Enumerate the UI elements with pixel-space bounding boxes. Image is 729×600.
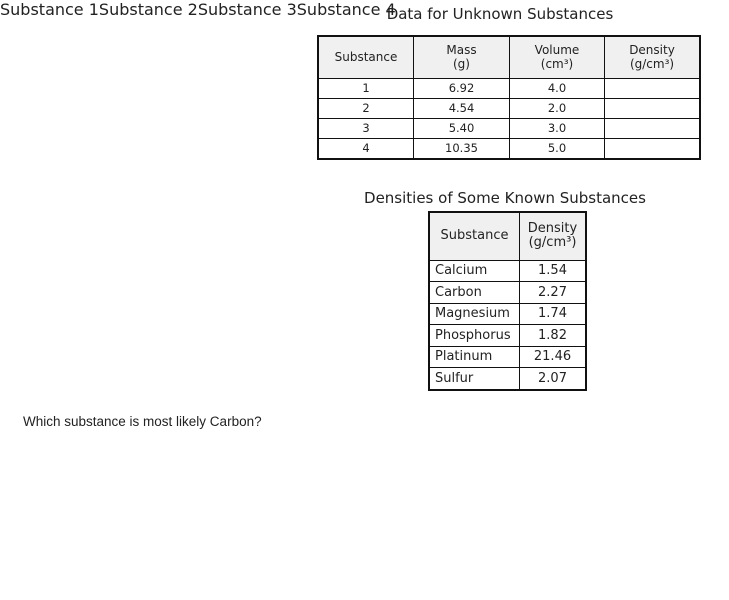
header-text: (g/cm³) xyxy=(629,57,675,72)
header-cell: Density (g/cm³) xyxy=(604,35,701,79)
cell: 10.35 xyxy=(413,137,510,159)
cell: 2.0 xyxy=(509,97,605,119)
row: 1 6.92 4.0 xyxy=(317,77,701,99)
option-label: Substance 2 xyxy=(98,0,198,19)
row: 4 10.35 5.0 xyxy=(317,137,701,159)
row: Carbon 2.27 xyxy=(428,281,587,304)
header-text: (cm³) xyxy=(540,57,574,72)
cell: Magnesium xyxy=(428,302,520,325)
row: Phosphorus 1.82 xyxy=(428,324,587,347)
cell: 1.82 xyxy=(519,324,587,347)
radio-option[interactable]: Substance 2 xyxy=(99,0,198,19)
header-cell: Density (g/cm³) xyxy=(519,211,587,261)
cell: 3 xyxy=(317,117,414,139)
header-text: Density xyxy=(629,43,675,58)
cell: 6.92 xyxy=(413,77,510,99)
radio-option[interactable]: Substance 3 xyxy=(198,0,297,19)
header-cell: Volume (cm³) xyxy=(509,35,605,79)
question-prompt: Which substance is most likely Carbon? xyxy=(23,414,262,429)
header-cell: Substance xyxy=(317,35,414,79)
cell: 2.27 xyxy=(519,281,587,304)
cell: 4.0 xyxy=(509,77,605,99)
header-text: (g/cm³) xyxy=(528,235,577,251)
header-row: Substance Mass (g) Volume (cm³) Density (g/cm³… xyxy=(317,35,701,79)
cell: Phosphorus xyxy=(428,324,520,347)
cell: 21.46 xyxy=(519,345,587,368)
cell xyxy=(604,117,701,139)
unknown-table: Substance Mass (g) Volume (cm³) Density (g/cm³… xyxy=(317,35,701,160)
cell: 2 xyxy=(317,97,414,119)
row: Platinum 21.46 xyxy=(428,345,587,368)
row: Sulfur 2.07 xyxy=(428,367,587,390)
row: 3 5.40 3.0 xyxy=(317,117,701,139)
header-text: (g) xyxy=(453,57,470,72)
header-text: Volume xyxy=(534,43,580,58)
cell: 5.40 xyxy=(413,117,510,139)
row: 2 4.54 2.0 xyxy=(317,97,701,119)
cell: Calcium xyxy=(428,259,520,282)
cell: 1.54 xyxy=(519,259,587,282)
cell: Platinum xyxy=(428,345,520,368)
option-label: Substance 4 xyxy=(296,0,396,19)
radio-option[interactable]: Substance 4 xyxy=(297,0,396,19)
cell xyxy=(604,137,701,159)
cell: 4.54 xyxy=(413,97,510,119)
cell: Carbon xyxy=(428,281,520,304)
table-title: Data for Unknown Substances xyxy=(386,5,614,23)
row: Calcium 1.54 xyxy=(428,259,587,282)
cell: 2.07 xyxy=(519,367,587,390)
cell xyxy=(604,77,701,99)
header-text: Substance xyxy=(440,228,509,244)
known-table: Substance Density (g/cm³) Calcium 1.54 Carbon… xyxy=(428,211,587,391)
cell: 3.0 xyxy=(509,117,605,139)
cell: 5.0 xyxy=(509,137,605,159)
option-label: Substance 3 xyxy=(197,0,297,19)
header-text: Density xyxy=(527,221,578,237)
cell xyxy=(604,97,701,119)
radio-option[interactable]: Substance 1 xyxy=(0,0,99,19)
cell: 4 xyxy=(317,137,414,159)
option-label: Substance 1 xyxy=(0,0,99,19)
cell: 1 xyxy=(317,77,414,99)
cell: Sulfur xyxy=(428,367,520,390)
options: Substance 1Substance 2Substance 3Substan… xyxy=(0,0,729,19)
cell: 1.74 xyxy=(519,302,587,325)
header-row: Substance Density (g/cm³) xyxy=(428,211,587,261)
table-title: Densities of Some Known Substances xyxy=(364,189,646,207)
header-cell: Mass (g) xyxy=(413,35,510,79)
header-text: Substance xyxy=(334,50,398,65)
row: Magnesium 1.74 xyxy=(428,302,587,325)
header-cell: Substance xyxy=(428,211,520,261)
header-text: Mass xyxy=(446,43,477,58)
